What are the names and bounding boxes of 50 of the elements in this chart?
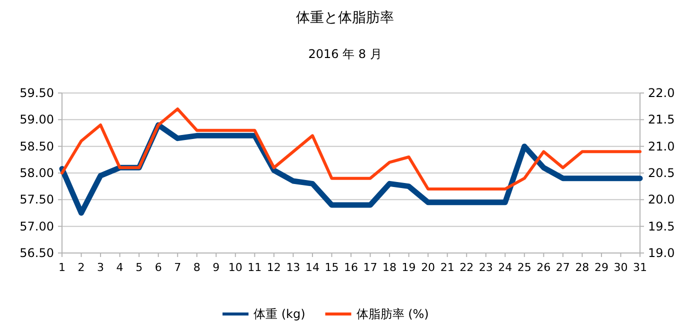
x-tick-label: 22	[460, 261, 474, 274]
y-tick-label: 57.50	[20, 192, 54, 207]
y-tick-label: 58.50	[20, 139, 54, 154]
x-tick-label: 29	[594, 261, 608, 274]
x-tick-label: 13	[286, 261, 300, 274]
y-tick-label: 57.00	[20, 219, 54, 234]
y2-tick-label: 19.5	[648, 219, 675, 234]
x-tick-label: 16	[344, 261, 358, 274]
x-tick-label: 14	[305, 261, 320, 274]
x-tick-label: 6	[154, 261, 162, 274]
x-tick-label: 9	[212, 261, 220, 274]
x-tick-label: 15	[324, 261, 339, 274]
x-tick-label: 12	[266, 261, 281, 274]
x-tick-label: 3	[97, 261, 104, 274]
x-tick-label: 10	[228, 261, 242, 274]
y2-tick-label: 22.0	[648, 86, 675, 100]
x-tick-label: 21	[440, 261, 454, 274]
y-tick-label: 58.00	[20, 166, 54, 180]
x-tick-label: 31	[633, 261, 647, 274]
line-series	[60, 108, 642, 190]
y-tick-label: 56.50	[20, 246, 54, 260]
chart-subtitle: 2016 年 8 月	[308, 47, 382, 61]
y2-tick-label: 21.5	[648, 112, 675, 127]
chart-title: 体重と体脂肪率	[296, 10, 394, 26]
x-tick-label: 1	[58, 261, 66, 274]
x-tick-label: 30	[614, 261, 628, 274]
y-tick-label: 59.50	[20, 86, 54, 100]
legend-label: 体脂肪率 (%)	[356, 307, 429, 321]
x-tick-label: 4	[116, 261, 124, 274]
x-tick-label: 23	[478, 261, 493, 274]
legend-label: 体重 (kg)	[254, 307, 306, 321]
x-tick-label: 20	[421, 261, 436, 274]
x-tick-label: 28	[575, 261, 590, 274]
x-tick-label: 27	[556, 261, 570, 274]
x-tick-label: 24	[498, 261, 512, 274]
x-tick-label: 18	[382, 261, 397, 274]
y2-tick-label: 20.0	[648, 192, 675, 207]
x-tick-label: 8	[193, 261, 200, 274]
y2-tick-label: 20.5	[648, 166, 675, 180]
x-tick-label: 25	[517, 261, 532, 274]
y2-tick-label: 19.0	[648, 246, 675, 260]
x-tick-label: 17	[363, 261, 378, 274]
y-tick-label: 59.00	[20, 112, 54, 127]
x-tick-label: 11	[248, 261, 262, 274]
x-tick-label: 19	[402, 261, 416, 274]
x-tick-label: 5	[136, 261, 143, 274]
x-tick-label: 2	[78, 261, 85, 274]
x-tick-label: 26	[536, 261, 551, 274]
x-tick-label: 7	[174, 261, 182, 274]
y2-tick-label: 21.0	[648, 139, 675, 154]
